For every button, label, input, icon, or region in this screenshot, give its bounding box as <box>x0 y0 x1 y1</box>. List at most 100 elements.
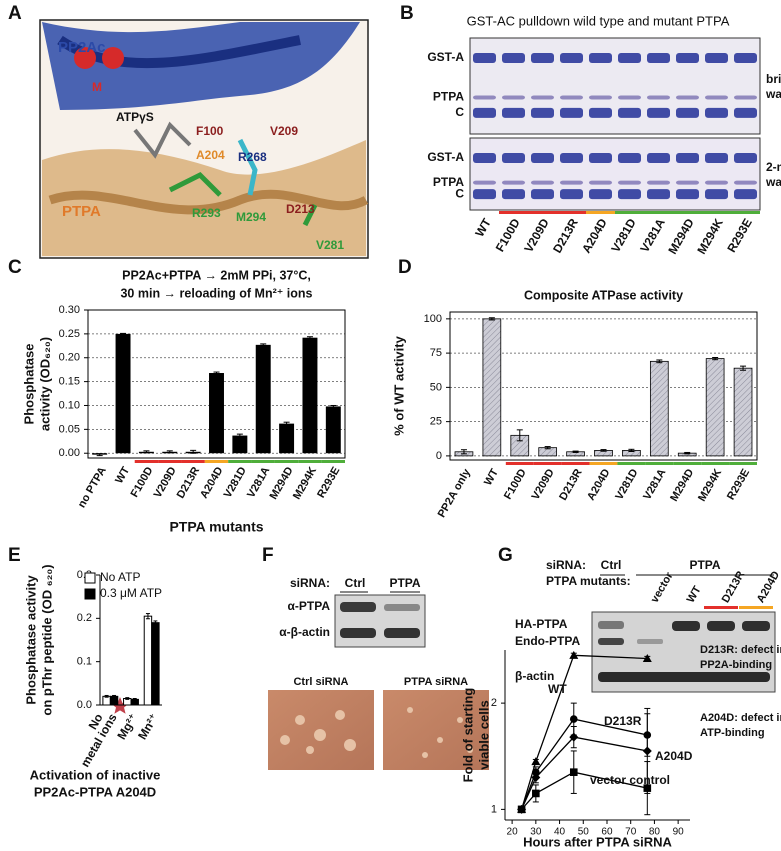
condition-label: brief <box>766 72 781 86</box>
x-axis-label: Activation of inactive <box>30 767 161 782</box>
panel-letter: G <box>498 545 513 566</box>
gel-band <box>531 53 554 63</box>
gel-band <box>589 153 612 163</box>
series-line <box>520 654 648 810</box>
gel-band <box>647 153 670 163</box>
legend-label: 0.3 μM ATP <box>100 586 162 600</box>
x-tick-label: Mn²⁺ <box>135 711 161 742</box>
y-axis-label: % of WT activity <box>391 335 406 435</box>
gel-band <box>560 53 583 63</box>
x-tick-label: 30 <box>530 827 542 838</box>
data-point <box>569 768 578 776</box>
gel-band <box>618 107 641 118</box>
category-group-bar <box>274 460 299 463</box>
annotation: ATP-binding <box>700 727 765 739</box>
series-line <box>521 771 648 810</box>
band-label: C <box>455 105 464 119</box>
x-tick-label: 80 <box>649 827 661 838</box>
gel-band <box>705 53 728 63</box>
panel-letter: C <box>8 257 22 278</box>
gel-image <box>469 37 761 135</box>
category-group-bar <box>729 462 757 465</box>
gel-band <box>734 53 757 63</box>
x-axis-label: Hours after PTPA siRNA <box>523 834 672 849</box>
x-tick-label: WT <box>482 467 501 488</box>
bar <box>705 358 725 457</box>
band-label: GST-A <box>427 50 464 64</box>
lane-group-bar <box>644 211 673 214</box>
lane-group-bar <box>739 606 773 609</box>
x-tick-label: 40 <box>554 827 566 838</box>
gel-band <box>589 189 612 200</box>
gel-band <box>618 95 641 100</box>
gel-band <box>560 180 583 185</box>
gel-band <box>560 95 583 100</box>
x-tick-label: R293E <box>315 465 342 500</box>
gel-band <box>473 189 496 200</box>
gel-band <box>531 153 554 163</box>
condition-label: wash <box>765 175 781 189</box>
structure-label: M <box>92 80 102 94</box>
bar <box>143 615 153 706</box>
x-tick-label: M294K <box>291 465 319 502</box>
lane-group-bar <box>528 211 557 214</box>
legend-swatch <box>84 572 96 584</box>
structure-label: R293 <box>192 206 221 220</box>
category-group-bar <box>673 462 702 465</box>
x-tick-label: WT <box>113 465 132 486</box>
gel-band <box>473 53 496 63</box>
y-tick-label: 0.20 <box>59 352 80 364</box>
category-group-bar <box>158 460 182 463</box>
gel-band <box>560 189 583 200</box>
lane-label: M294D <box>665 216 697 257</box>
lane-group-bar <box>586 211 615 214</box>
gel-band <box>473 153 496 163</box>
legend-swatch <box>84 588 96 600</box>
y-tick-label: 1 <box>491 803 497 815</box>
x-tick-label: R293E <box>725 467 752 502</box>
gel-band <box>705 95 728 100</box>
y-tick-label: 0.25 <box>59 328 80 340</box>
band-label: PTPA <box>433 175 464 189</box>
category-group-bar <box>228 460 252 463</box>
gel-band <box>676 107 699 118</box>
condition-label: 2-min <box>766 160 781 174</box>
gel-band <box>531 180 554 185</box>
x-tick-label: 50 <box>578 827 590 838</box>
y-tick-label: 0.30 <box>59 304 80 316</box>
bar <box>482 318 502 457</box>
band-label: PTPA <box>433 90 464 104</box>
category-group-bar <box>645 462 674 465</box>
lane-group-bar <box>557 211 586 214</box>
category-group-bar <box>617 462 646 465</box>
condition-label: wash <box>765 87 781 101</box>
gel-band <box>531 95 554 100</box>
plot-frame <box>449 311 758 461</box>
gel-band <box>647 53 670 63</box>
category-group-bar <box>533 462 562 465</box>
gel-band <box>502 180 525 185</box>
bar <box>302 337 318 454</box>
gel-band <box>560 107 583 118</box>
gel-band <box>647 189 670 200</box>
gel-band <box>676 53 699 63</box>
y-axis-label: on pThr peptide (OD ₆₂₀) <box>39 564 54 715</box>
blot-image <box>334 591 426 648</box>
gel-band <box>618 180 641 185</box>
blot-label: β-actin <box>515 669 554 683</box>
x-tick-label: 60 <box>601 827 613 838</box>
row-label: siRNA: <box>290 576 330 590</box>
gel-band <box>647 95 670 100</box>
structure-image <box>39 19 369 259</box>
lane-label: R293E <box>724 216 754 255</box>
structure-label: PP2Ac <box>58 39 106 56</box>
x-tick-label: A204D <box>585 467 613 503</box>
band-label: GST-A <box>427 150 464 164</box>
category-group-bar <box>505 462 534 465</box>
gel-band <box>705 189 728 200</box>
gel-band <box>734 180 757 185</box>
y-tick-label: 0.15 <box>59 376 80 388</box>
lane-label: A204D <box>579 216 610 256</box>
blot-label: HA-PTPA <box>515 617 568 631</box>
data-point <box>532 789 540 798</box>
